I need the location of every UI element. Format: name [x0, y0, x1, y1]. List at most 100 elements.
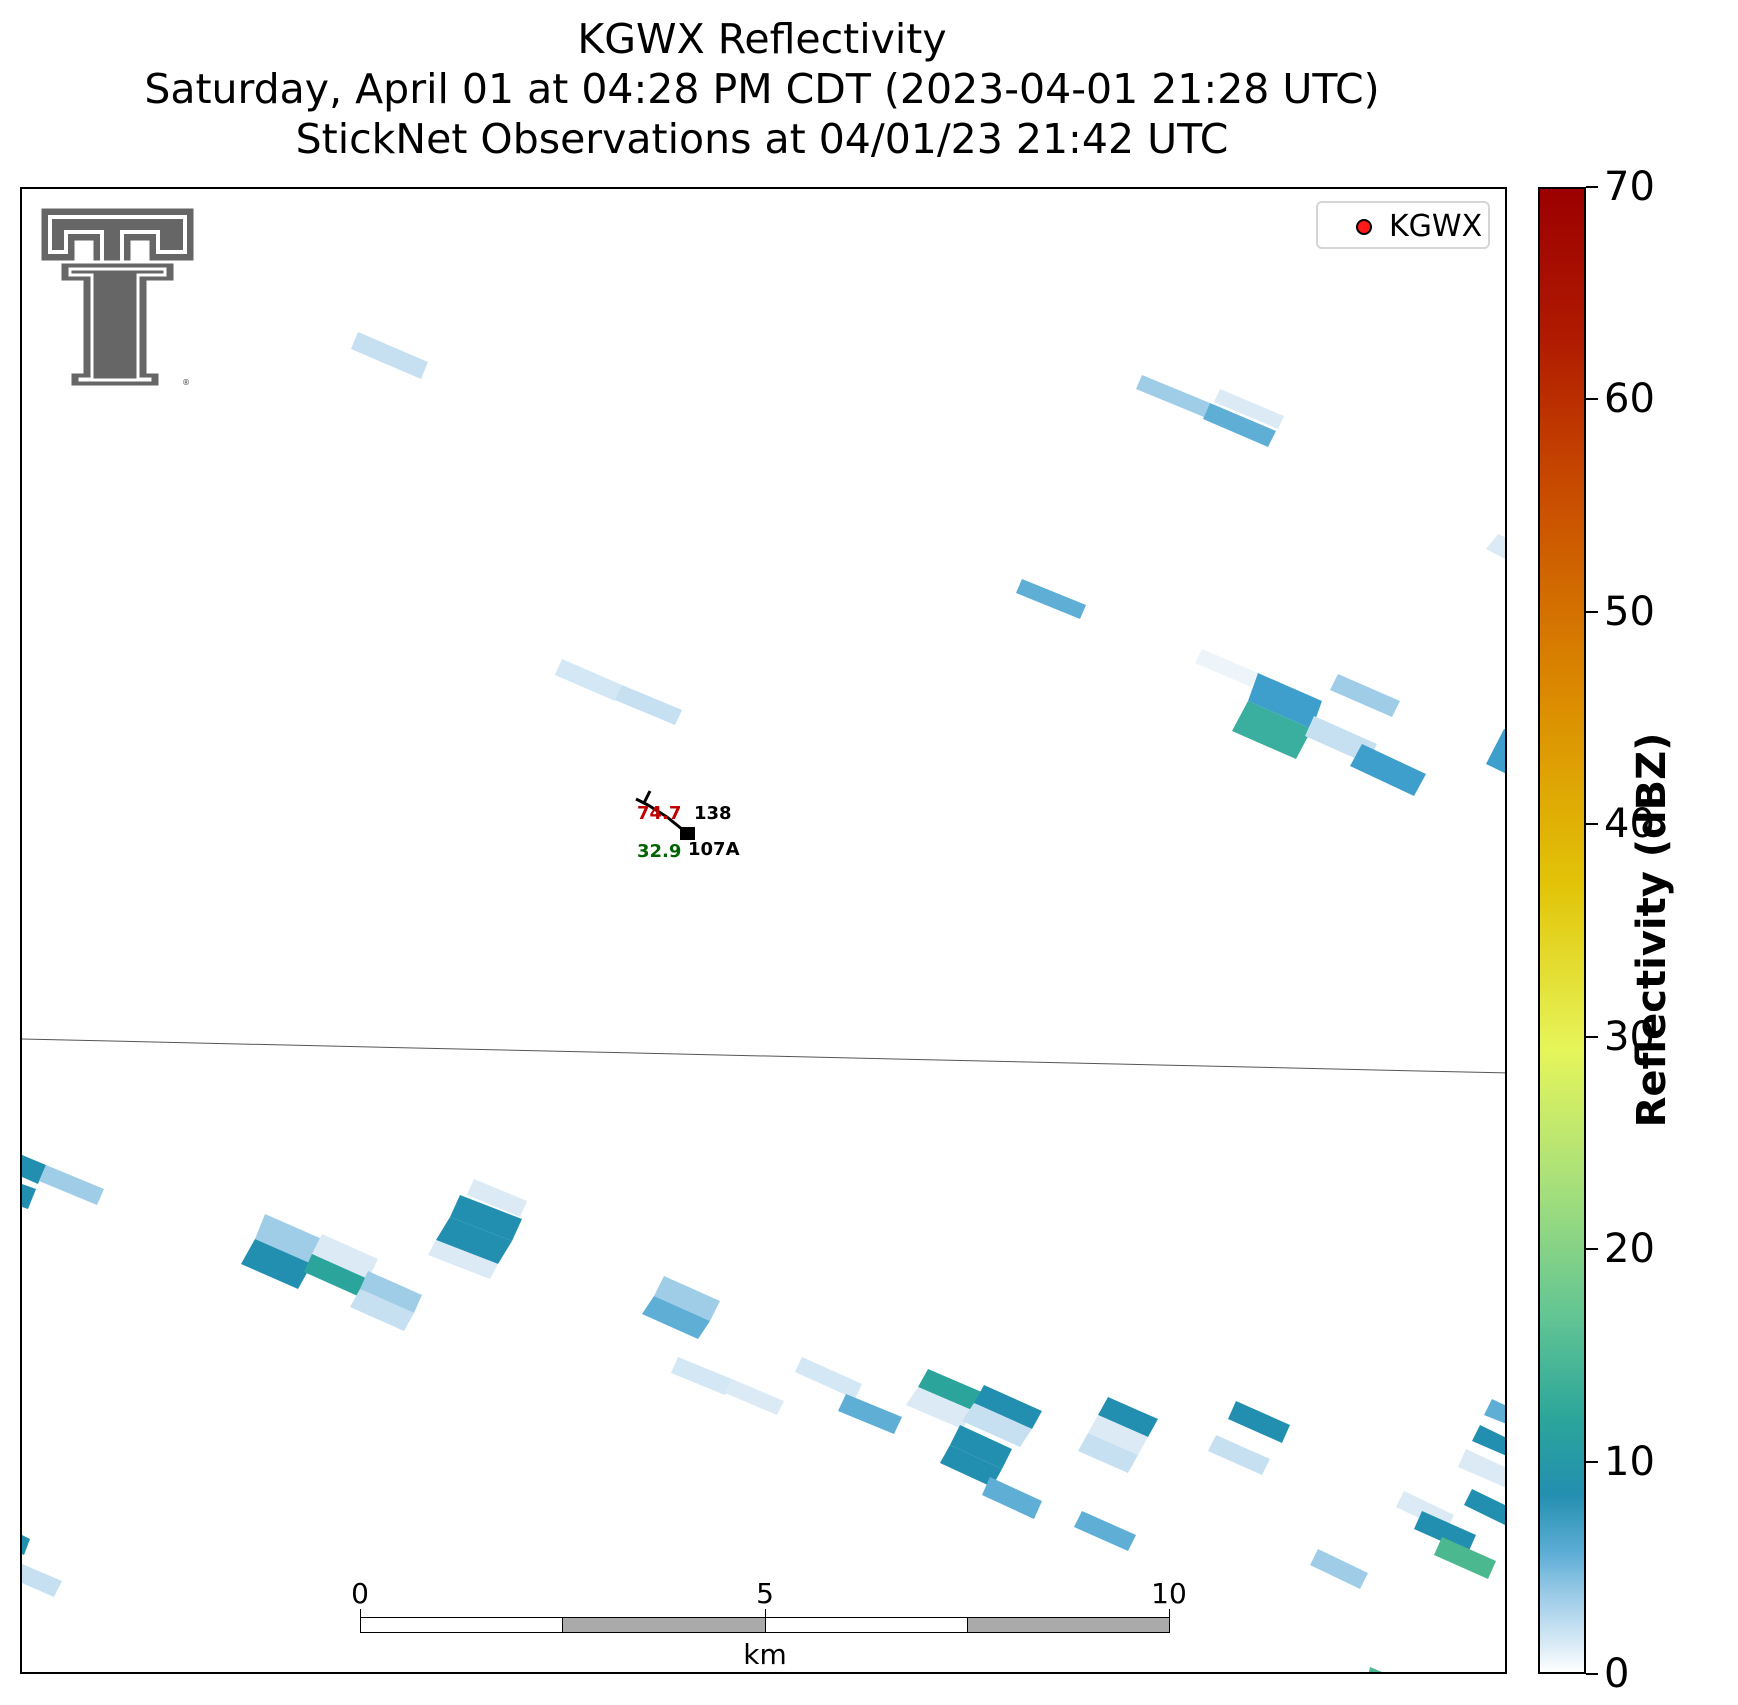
echo-gate	[725, 1379, 784, 1415]
echo-gate	[1472, 1425, 1505, 1456]
echo-gate	[1350, 744, 1426, 796]
echo-gate	[1486, 729, 1505, 774]
colorbar-tick	[1586, 1673, 1598, 1675]
echo-gate	[360, 1271, 422, 1313]
scale-tick	[360, 1609, 361, 1619]
colorbar-tick-label: 0	[1604, 1651, 1630, 1697]
echo-gate	[918, 1369, 984, 1411]
echo-gate	[255, 1214, 322, 1264]
legend-label: KGWX	[1389, 209, 1483, 244]
echo-gate	[962, 1403, 1032, 1447]
colorbar-title: Reflectivity (dBZ)	[1629, 732, 1675, 1128]
station-id: 107A	[688, 839, 740, 860]
scale-segment	[967, 1618, 1169, 1632]
echo-gate	[838, 1394, 902, 1434]
echo-gate	[1248, 673, 1322, 729]
radar-map-canvas: ®	[22, 205, 1505, 1672]
echo-gate	[1464, 1489, 1505, 1526]
scale-bar	[360, 1617, 1170, 1633]
echo-gate	[312, 1234, 378, 1279]
echo-gate	[795, 1357, 862, 1399]
echo-gate	[1458, 1449, 1505, 1488]
colorbar-tick	[1586, 398, 1598, 401]
radar-site-marker-icon	[1356, 219, 1372, 235]
echo-gate	[555, 659, 622, 701]
scale-segment	[765, 1618, 968, 1632]
echo-gate	[351, 332, 428, 379]
observation-time: StickNet Observations at 04/01/23 21:42 …	[295, 115, 1229, 163]
echo-gate	[1232, 701, 1312, 759]
station-marker	[680, 827, 695, 840]
radar-map: ® 74.7 138 32.9 107A 0 5 10	[20, 187, 1507, 1674]
echo-gate	[1414, 1511, 1476, 1553]
colorbar-tick	[1586, 1460, 1598, 1463]
echo-gate	[350, 1289, 414, 1331]
scale-unit: km	[743, 1638, 787, 1671]
echo-gate	[1330, 674, 1400, 717]
echo-gate	[1208, 1435, 1270, 1475]
echo-gate	[1136, 375, 1210, 417]
scale-segment	[563, 1618, 766, 1632]
colorbar-tick	[1586, 1248, 1598, 1251]
echo-gate	[974, 1385, 1042, 1429]
echo-gate	[39, 1165, 104, 1205]
colorbar-tick	[1586, 1035, 1598, 1038]
echo-gate	[22, 1564, 62, 1597]
echo-gate	[1434, 1537, 1496, 1579]
echo-gate	[615, 685, 682, 725]
colorbar-tick-label: 50	[1604, 588, 1655, 635]
colorbar-tick	[1586, 610, 1598, 613]
station-temperature: 74.7	[637, 803, 682, 824]
scale-tick	[1169, 1609, 1170, 1619]
colorbar-tick-label: 10	[1604, 1438, 1655, 1485]
echo-gate	[1203, 403, 1276, 447]
station-wind-barb	[635, 790, 695, 840]
echo-gate	[22, 1155, 46, 1184]
map-subtitle: Saturday, April 01 at 04:28 PM CDT (2023…	[144, 65, 1380, 113]
echo-gate	[22, 1535, 30, 1555]
echo-gate	[1484, 1399, 1505, 1424]
echo-gate	[1214, 389, 1284, 429]
echo-gate	[428, 1240, 498, 1279]
scale-tick	[765, 1609, 766, 1619]
echo-gate	[950, 1425, 1012, 1469]
echo-gate	[654, 1276, 720, 1321]
texas-tech-double-t-logo: ®	[38, 205, 197, 389]
scale-label-5: 5	[756, 1577, 774, 1610]
colorbar-tick	[1586, 186, 1598, 188]
colorbar-tick-label: 70	[1604, 164, 1655, 210]
echo-gate	[241, 1239, 312, 1289]
echo-gate	[1088, 1415, 1148, 1455]
echo-gate	[1074, 1511, 1136, 1551]
echo-gate	[1078, 1433, 1138, 1473]
scale-label-10: 10	[1151, 1577, 1187, 1610]
echo-gate	[1195, 649, 1258, 687]
echo-gate	[671, 1357, 732, 1395]
echo-gate	[1098, 1397, 1158, 1437]
reflectivity-echoes	[22, 332, 1505, 1672]
svg-text:®: ®	[182, 378, 190, 387]
echo-gate	[1486, 534, 1505, 559]
echo-gate	[436, 1217, 512, 1264]
colorbar-tick-label: 60	[1604, 376, 1655, 423]
echo-gate	[940, 1445, 1002, 1487]
station-pressure: 138	[694, 803, 732, 824]
scale-segment	[361, 1618, 564, 1632]
colorbar	[1538, 187, 1586, 1674]
echo-gate	[304, 1254, 368, 1297]
echo-gate	[450, 1195, 522, 1241]
colorbar-tick-label: 30	[1604, 1013, 1655, 1060]
echo-gate	[1368, 1667, 1382, 1672]
echo-gate	[1228, 1401, 1290, 1443]
station-dewpoint: 32.9	[637, 841, 682, 862]
scale-label-0: 0	[351, 1577, 369, 1610]
colorbar-tick-label: 20	[1604, 1226, 1655, 1273]
echo-gate	[22, 1184, 36, 1209]
echo-gate	[642, 1296, 710, 1339]
echo-gate	[1016, 579, 1086, 619]
map-legend: KGWX	[1316, 201, 1490, 249]
echo-gate	[982, 1477, 1042, 1519]
echo-gate	[906, 1387, 974, 1429]
colorbar-tick	[1586, 823, 1598, 826]
county-boundary-line	[22, 1038, 1505, 1074]
